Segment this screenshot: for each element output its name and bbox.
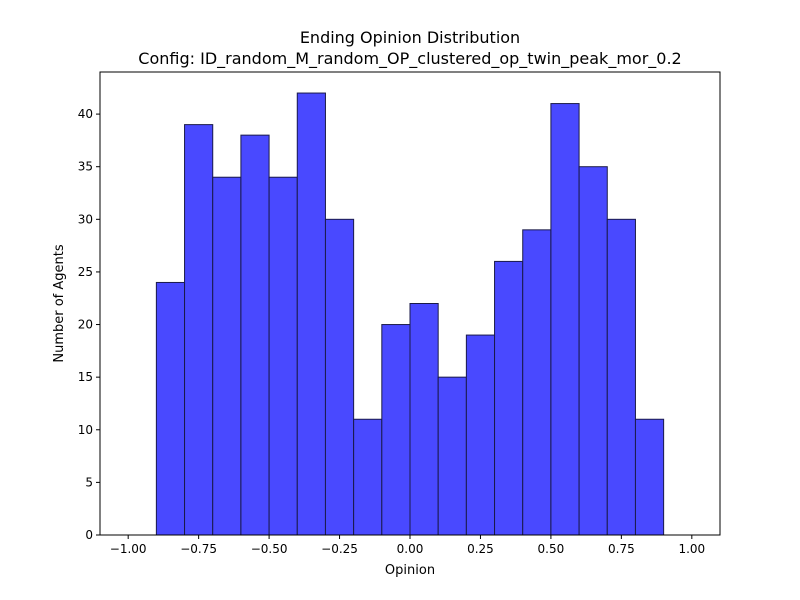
y-tick-label: 30	[78, 212, 93, 226]
y-tick-label: 20	[78, 318, 93, 332]
x-tick-label: −0.75	[180, 542, 217, 556]
histogram-bar	[578, 166, 608, 536]
histogram-bar	[634, 418, 665, 536]
histogram-bar	[381, 324, 411, 536]
plot-frame	[99, 71, 721, 536]
y-tick-label: 5	[85, 475, 93, 489]
y-tick-label: 15	[78, 370, 93, 384]
x-tick-label: 0.75	[608, 542, 635, 556]
histogram-bar	[184, 124, 214, 536]
histogram-bar	[494, 260, 524, 536]
y-axis-label: Number of Agents	[52, 244, 67, 362]
x-tick-label: −0.50	[251, 542, 288, 556]
x-tick-label: −0.25	[321, 542, 358, 556]
histogram-bar	[212, 176, 242, 536]
y-tick-label: 10	[78, 423, 93, 437]
histogram-bar	[155, 281, 186, 536]
x-tick-label: 1.00	[678, 542, 705, 556]
histogram-bar	[465, 334, 496, 536]
histogram-bar	[296, 92, 326, 536]
histogram-bars	[155, 92, 665, 536]
x-tick-label: 0.00	[397, 542, 424, 556]
histogram-bar	[606, 218, 636, 536]
histogram-bar	[353, 418, 383, 536]
histogram-bar	[437, 376, 467, 536]
histogram-bar	[268, 176, 298, 536]
y-tick-label: 25	[78, 265, 93, 279]
x-axis-ticks: −1.00 −0.75 −0.50 −0.25 0.00 0.25 0.50 0.75 1.00	[110, 535, 705, 556]
x-tick-label: 0.50	[538, 542, 565, 556]
chart-title: Ending Opinion Distribution	[300, 28, 520, 47]
histogram-bar	[409, 303, 439, 536]
histogram-bar	[240, 134, 270, 536]
y-axis-ticks: 0 5 10 15 20 25 30 35 40	[78, 107, 100, 542]
x-tick-label: 0.25	[467, 542, 494, 556]
y-tick-label: 0	[85, 528, 93, 542]
x-axis-label: Opinion	[385, 563, 435, 578]
histogram-bar	[522, 229, 552, 536]
x-tick-label: −1.00	[110, 542, 147, 556]
histogram-bar	[550, 103, 580, 536]
chart-subtitle: Config: ID_random_M_random_OP_clustered_…	[138, 49, 681, 69]
histogram-bar	[324, 218, 355, 536]
y-tick-label: 35	[78, 160, 93, 174]
y-tick-label: 40	[78, 107, 93, 121]
